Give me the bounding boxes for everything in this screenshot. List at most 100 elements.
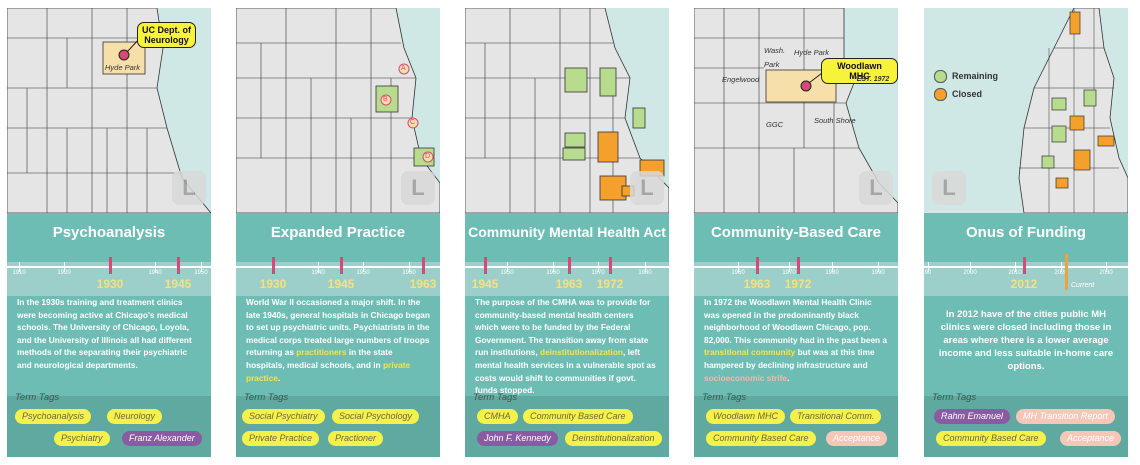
tag[interactable]: Transitional Comm. bbox=[790, 409, 882, 424]
tag[interactable]: Social Psychiatry bbox=[242, 409, 325, 424]
l-button[interactable]: L bbox=[932, 171, 966, 205]
tick-label: 1950 bbox=[500, 270, 514, 276]
tag[interactable]: Rahm Emanuel bbox=[934, 409, 1011, 424]
tag[interactable]: Community Based Care bbox=[936, 431, 1046, 446]
marker-label: 1972 bbox=[784, 277, 812, 291]
timeline-marker[interactable] bbox=[484, 257, 487, 274]
map-label-ggc: GGC bbox=[766, 120, 784, 129]
map-panel[interactable]: UC Dept. of Neurology Hyde Park L bbox=[7, 8, 211, 213]
timeline[interactable]: 1960 1970 1980 1990 1963 1972 bbox=[694, 254, 898, 302]
card-psychoanalysis[interactable]: UC Dept. of Neurology Hyde Park L Psycho… bbox=[7, 8, 211, 457]
map-label-a: A bbox=[401, 65, 406, 72]
map-panel[interactable]: L bbox=[465, 8, 669, 213]
current-marker[interactable] bbox=[1065, 254, 1068, 290]
tick-label: 1960 bbox=[731, 270, 745, 276]
highlight-term[interactable]: deinstitutionalization bbox=[540, 347, 623, 358]
tag[interactable]: Psychiatry bbox=[54, 431, 110, 446]
legend-closed: Closed bbox=[934, 88, 982, 101]
tag[interactable]: Practioner bbox=[328, 431, 384, 446]
tag[interactable]: Neurology bbox=[107, 409, 163, 424]
timeline-marker[interactable] bbox=[568, 257, 571, 274]
tag[interactable]: Acceptance bbox=[826, 431, 888, 446]
map-label-engelwood: Engelwood bbox=[722, 75, 760, 84]
tags-header: Term Tags bbox=[244, 392, 289, 403]
l-button[interactable]: L bbox=[172, 171, 206, 205]
map-label-c: C bbox=[410, 119, 416, 126]
tick-label: 1980 bbox=[638, 270, 652, 276]
l-button[interactable]: L bbox=[401, 171, 435, 205]
highlight-term[interactable]: practitioners bbox=[296, 347, 347, 358]
timeline-marker[interactable] bbox=[422, 257, 425, 274]
map-svg bbox=[465, 8, 669, 213]
marker-label: 1930 bbox=[96, 277, 124, 291]
card-onus-of-funding[interactable]: Remaining Closed L Onus of Funding 90 20… bbox=[924, 8, 1128, 457]
timeline-marker[interactable] bbox=[272, 257, 275, 274]
tag[interactable]: Franz Alexander bbox=[122, 431, 202, 446]
tick-label: 1990 bbox=[871, 270, 885, 276]
tick-label: 1970 bbox=[782, 270, 796, 276]
tag[interactable]: Community Based Care bbox=[523, 409, 633, 424]
highlight-term[interactable]: private practice bbox=[246, 359, 411, 383]
timeline-marker[interactable] bbox=[1023, 257, 1026, 274]
tags-panel bbox=[924, 396, 1128, 457]
timeline[interactable]: 1950 1960 1970 1980 1945 1963 1972 bbox=[465, 254, 669, 302]
card-community-based-care[interactable]: Woodlawn MHC *EST. 1972 Wash. Park Hyde … bbox=[694, 8, 898, 457]
tags-header: Term Tags bbox=[473, 392, 518, 403]
timeline[interactable]: 90 2000 2010 2020 2030 2012 Current bbox=[924, 254, 1128, 302]
tag[interactable]: Social Psychology bbox=[332, 409, 420, 424]
tick-label: 1950 bbox=[194, 270, 208, 276]
timeline-marker[interactable] bbox=[340, 257, 343, 274]
card-expanded-practice[interactable]: A B C D L Expanded Practice 1940 1950 19… bbox=[236, 8, 440, 457]
map-panel[interactable]: Remaining Closed L bbox=[924, 8, 1128, 213]
tick-label: 1920 bbox=[57, 270, 71, 276]
timeline-marker[interactable] bbox=[109, 257, 112, 274]
tick-label: 1940 bbox=[311, 270, 325, 276]
tick-label: 1950 bbox=[356, 270, 370, 276]
tag[interactable]: Community Based Care bbox=[706, 431, 816, 446]
l-button[interactable]: L bbox=[630, 171, 664, 205]
tag[interactable]: Psychoanalysis bbox=[15, 409, 92, 424]
timeline-marker[interactable] bbox=[609, 257, 612, 274]
map-svg bbox=[1018, 8, 1128, 213]
tag[interactable]: Deinstitutionalization bbox=[565, 431, 662, 446]
timeline[interactable]: 1940 1950 1960 1930 1945 1963 bbox=[236, 254, 440, 302]
timeline-marker[interactable] bbox=[797, 257, 800, 274]
tick-label: 1960 bbox=[546, 270, 560, 276]
tag[interactable]: MH Transition Report bbox=[1016, 409, 1115, 424]
map-label-hyde-park: Hyde Park bbox=[794, 48, 830, 57]
marker-label: 1972 bbox=[596, 277, 624, 291]
card-community-mental-health-act[interactable]: L Community Mental Health Act 1950 1960 … bbox=[465, 8, 669, 457]
tick-label: 90 bbox=[924, 270, 932, 276]
orange-dot-icon bbox=[934, 88, 947, 101]
tag[interactable]: Private Practice bbox=[242, 431, 320, 446]
map-svg bbox=[7, 8, 211, 213]
marker-label: 1963 bbox=[555, 277, 583, 291]
tags-panel bbox=[7, 396, 211, 457]
tags-panel bbox=[236, 396, 440, 457]
highlight-term[interactable]: transitional community bbox=[704, 347, 796, 358]
map-panel[interactable]: Woodlawn MHC *EST. 1972 Wash. Park Hyde … bbox=[694, 8, 898, 213]
map-svg bbox=[236, 8, 440, 213]
map-panel[interactable]: A B C D L bbox=[236, 8, 440, 213]
highlight-term[interactable]: socioeconomic strife bbox=[704, 372, 787, 383]
map-label-d: D bbox=[425, 153, 431, 160]
tag[interactable]: Acceptance bbox=[1060, 431, 1122, 446]
tag[interactable]: CMHA bbox=[477, 409, 518, 424]
tags-header: Term Tags bbox=[15, 392, 60, 403]
marker-label: 1945 bbox=[471, 277, 499, 291]
tick-label: 1960 bbox=[402, 270, 416, 276]
map-svg bbox=[694, 8, 898, 213]
map-label-wash: Wash. bbox=[764, 46, 786, 55]
marker-label: 1945 bbox=[164, 277, 192, 291]
map-label-b: B bbox=[383, 96, 388, 103]
tick-label: 2030 bbox=[1099, 270, 1113, 276]
tag[interactable]: Woodlawn MHC bbox=[706, 409, 786, 424]
timeline-marker[interactable] bbox=[756, 257, 759, 274]
tick-label: 1980 bbox=[825, 270, 839, 276]
timeline[interactable]: 1910 1920 1940 1950 1930 1945 bbox=[7, 254, 211, 302]
map-label-hyde-park: Hyde Park bbox=[105, 63, 141, 72]
tag[interactable]: John F. Kennedy bbox=[477, 431, 558, 446]
l-button[interactable]: L bbox=[859, 171, 893, 205]
green-dot-icon bbox=[934, 70, 947, 83]
timeline-marker[interactable] bbox=[177, 257, 180, 274]
